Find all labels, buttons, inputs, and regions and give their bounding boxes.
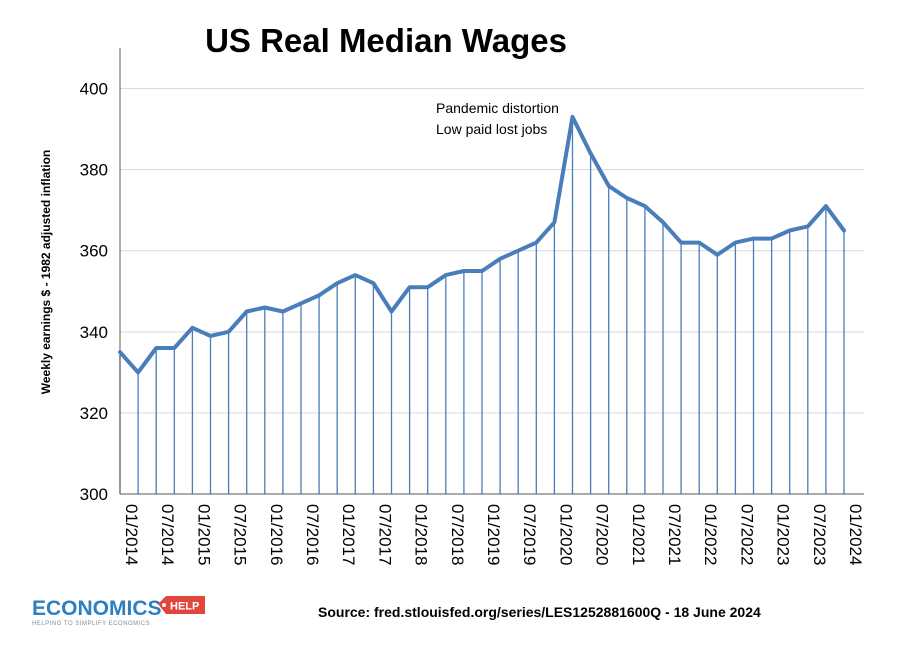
- x-tick-07-2015: 07/2015: [231, 504, 250, 565]
- logo-tag-text: HELP: [170, 601, 199, 613]
- y-tick-300: 300: [80, 485, 108, 504]
- x-tick-07-2019: 07/2019: [520, 504, 539, 565]
- y-axis-label: Weekly earnings $ - 1982 adjusted inflat…: [39, 150, 53, 395]
- annotation: Pandemic distortion Low paid lost jobs: [436, 100, 559, 137]
- x-tick-07-2023: 07/2023: [810, 504, 829, 565]
- x-tick-01-2017: 01/2017: [339, 504, 358, 565]
- y-tick-380: 380: [80, 161, 108, 180]
- x-tick-01-2014: 01/2014: [122, 504, 141, 565]
- logo-tag-icon: HELP: [158, 596, 205, 614]
- x-tick-07-2022: 07/2022: [737, 504, 756, 565]
- drop-lines: [119, 116, 845, 494]
- x-tick-01-2015: 01/2015: [194, 504, 213, 565]
- y-tick-400: 400: [80, 80, 108, 99]
- chart-title: US Real Median Wages: [205, 22, 567, 59]
- x-tick-01-2023: 01/2023: [774, 504, 793, 565]
- x-tick-07-2018: 07/2018: [448, 504, 467, 565]
- x-tick-07-2014: 07/2014: [158, 504, 177, 565]
- series-line: [118, 114, 846, 375]
- x-tick-07-2021: 07/2021: [665, 504, 684, 565]
- source-text: Source: fred.stlouisfed.org/series/LES12…: [318, 604, 761, 620]
- x-tick-01-2020: 01/2020: [556, 504, 575, 565]
- annotation-line-1: Pandemic distortion: [436, 100, 559, 116]
- y-tick-320: 320: [80, 404, 108, 423]
- x-tick-labels: 01/2014 07/2014 01/2015 07/2015 01/2016 07/20…: [122, 504, 865, 565]
- economics-help-logo[interactable]: ECONOMICS HELP HELPING TO SIMPLIFY ECONO…: [32, 596, 205, 627]
- x-tick-01-2019: 01/2019: [484, 504, 503, 565]
- y-tick-340: 340: [80, 323, 108, 342]
- x-tick-07-2020: 07/2020: [593, 504, 612, 565]
- y-tick-labels: 300 320 340 360 380 400: [80, 80, 108, 504]
- x-tick-01-2021: 01/2021: [629, 504, 648, 565]
- gridlines: [120, 88, 864, 414]
- annotation-line-2: Low paid lost jobs: [436, 121, 547, 137]
- x-tick-07-2017: 07/2017: [375, 504, 394, 565]
- x-tick-01-2018: 01/2018: [412, 504, 431, 565]
- y-tick-360: 360: [80, 242, 108, 261]
- x-tick-07-2016: 07/2016: [303, 504, 322, 565]
- axes: [119, 48, 864, 495]
- x-tick-01-2024: 01/2024: [846, 504, 865, 565]
- logo-main-text: ECONOMICS: [32, 597, 162, 620]
- logo-subtitle: HELPING TO SIMPLIFY ECONOMICS: [32, 621, 150, 627]
- x-tick-01-2022: 01/2022: [701, 504, 720, 565]
- x-tick-01-2016: 01/2016: [267, 504, 286, 565]
